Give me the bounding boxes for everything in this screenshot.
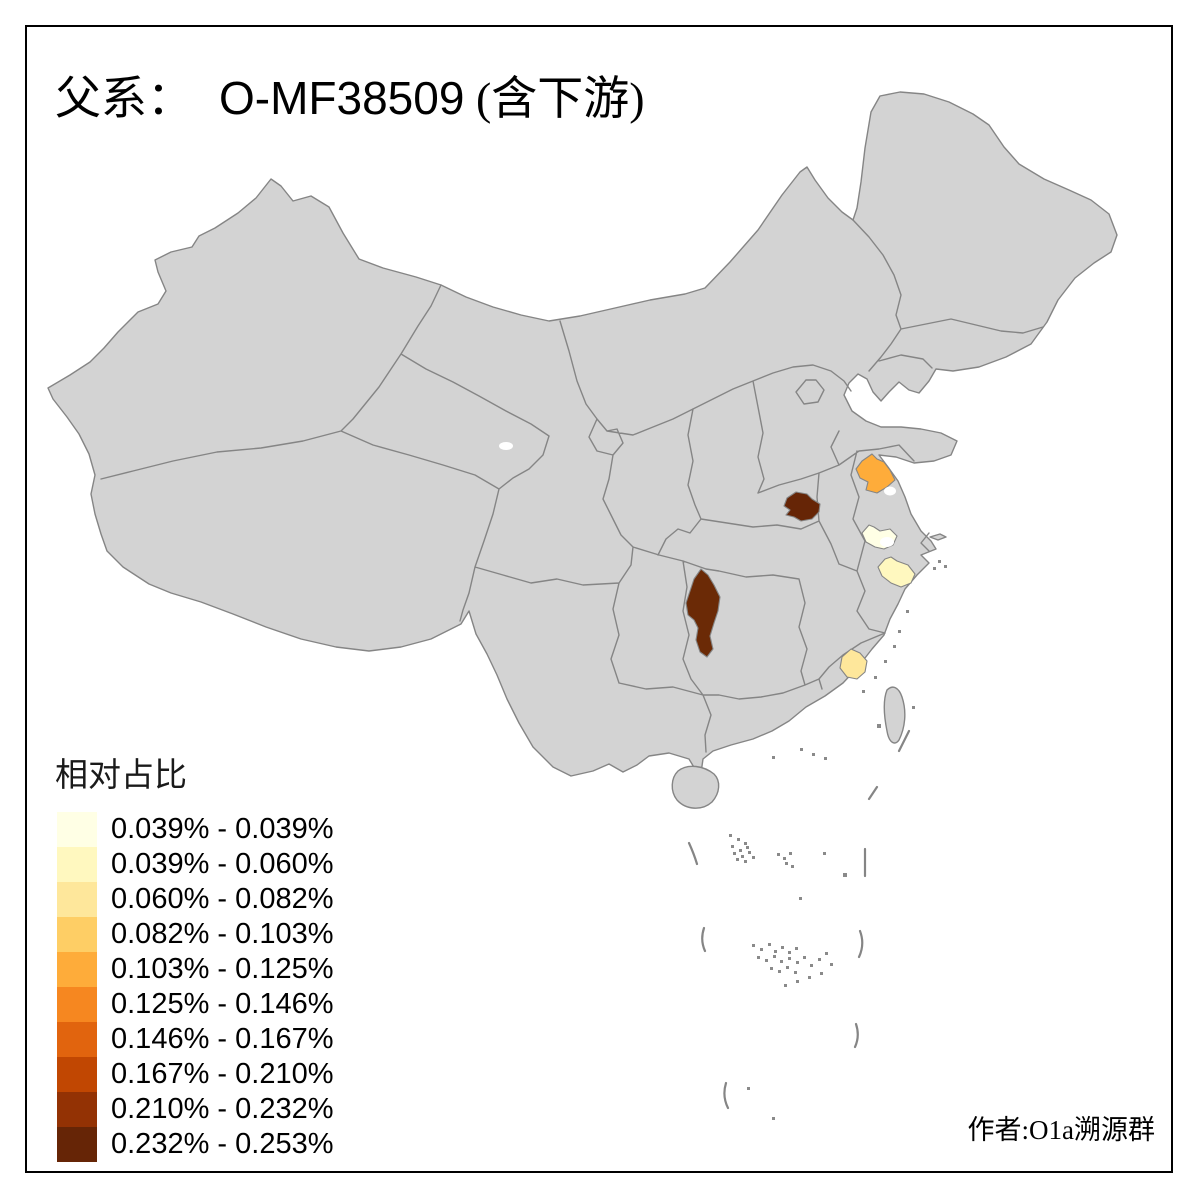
taiwan-island [883, 686, 906, 744]
legend-swatch [57, 952, 97, 987]
mainland-outline [47, 91, 1118, 777]
legend-swatch [57, 917, 97, 952]
legend-row: 0.167% - 0.210% [55, 1057, 333, 1092]
title-downstream-note: (含下游) [464, 73, 645, 124]
legend-swatch [57, 1022, 97, 1057]
legend-swatch [57, 847, 97, 882]
legend-label: 0.039% - 0.060% [111, 848, 334, 880]
chongming-island [929, 533, 947, 541]
legend-swatch [57, 987, 97, 1022]
lake-taihu [880, 537, 894, 547]
legend-label: 0.082% - 0.103% [111, 918, 334, 950]
region-north-jiangsu [855, 453, 896, 494]
legend-row: 0.103% - 0.125% [55, 952, 333, 987]
legend-label: 0.060% - 0.082% [111, 883, 334, 915]
legend-swatch [57, 882, 97, 917]
region-quanzhou-fujian [839, 648, 868, 680]
legend-label: 0.167% - 0.210% [111, 1058, 334, 1090]
legend-swatch [57, 1127, 97, 1162]
legend-row: 0.125% - 0.146% [55, 987, 333, 1022]
legend-label: 0.103% - 0.125% [111, 953, 334, 985]
map-title: 父系： O-MF38509 (含下游) [55, 62, 645, 128]
region-west-hunan [685, 568, 721, 658]
legend-label: 0.210% - 0.232% [111, 1093, 334, 1125]
legend-row: 0.082% - 0.103% [55, 917, 333, 952]
lake-hongze [884, 486, 896, 496]
legend-row: 0.060% - 0.082% [55, 882, 333, 917]
province-borders [100, 219, 1044, 753]
hainan-island [671, 765, 720, 809]
title-haplogroup: O-MF38509 [219, 72, 465, 124]
region-ningbo-zhejiang [877, 556, 916, 588]
region-south-henan [783, 491, 821, 522]
legend-label: 0.146% - 0.167% [111, 1023, 334, 1055]
legend-label: 0.039% - 0.039% [111, 813, 334, 845]
nine-dash-line [687, 729, 911, 1110]
legend-row: 0.039% - 0.060% [55, 847, 333, 882]
legend-row: 0.146% - 0.167% [55, 1022, 333, 1057]
legend-row: 0.210% - 0.232% [55, 1092, 333, 1127]
legend-swatch [57, 812, 97, 847]
title-lineage-label: 父系： [55, 73, 193, 124]
legend-swatch [57, 1092, 97, 1127]
legend-label: 0.125% - 0.146% [111, 988, 334, 1020]
legend-title: 相对占比 [55, 758, 187, 794]
legend-row: 0.039% - 0.039% [55, 812, 333, 847]
plot-border-frame [25, 25, 1173, 1173]
legend-label: 0.232% - 0.253% [111, 1128, 334, 1160]
legend: 相对占比 0.039% - 0.039% 0.039% - 0.060% 0.0… [55, 748, 333, 1162]
legend-swatch [57, 1057, 97, 1092]
lake-qinghai [499, 442, 513, 450]
author-credit: 作者:O1a溯源群 [967, 1115, 1155, 1145]
legend-row: 0.232% - 0.253% [55, 1127, 333, 1162]
island-specks [729, 560, 947, 1120]
